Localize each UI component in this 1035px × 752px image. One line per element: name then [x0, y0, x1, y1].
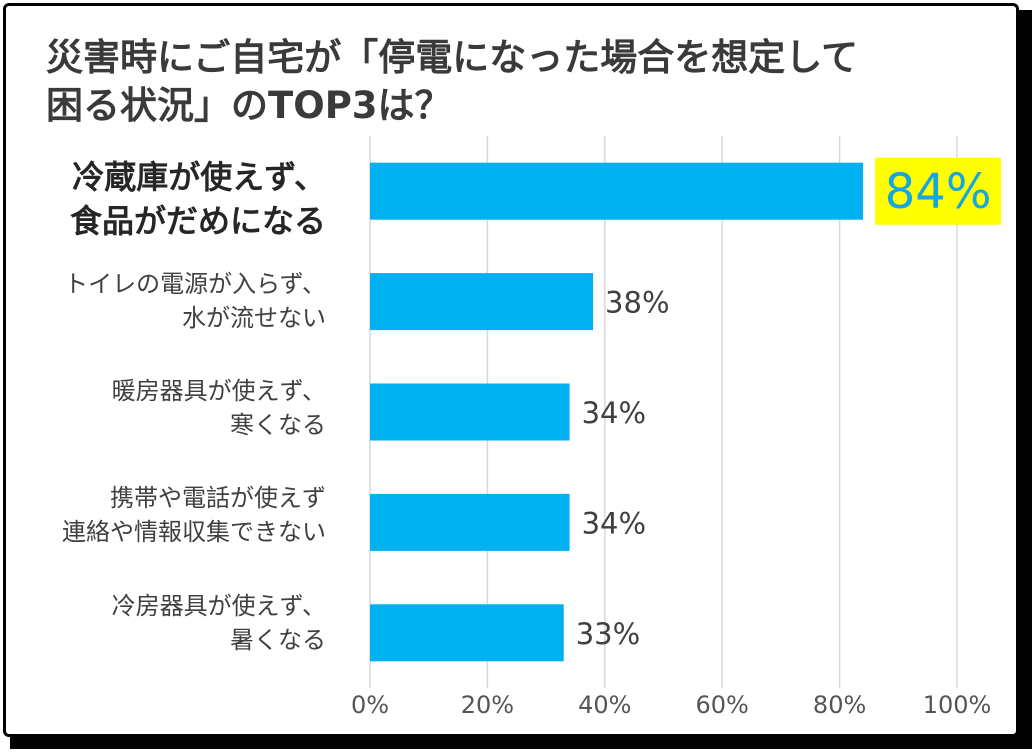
category-label-line-2: 連絡や情報収集できない	[62, 518, 326, 546]
chart-title-line-1: 災害時にご自宅が「停電になった場合を想定して	[46, 36, 859, 79]
x-tick-label: 80%	[813, 691, 866, 719]
data-label: 33%	[576, 617, 640, 651]
category-label: 暖房器具が使えず、 寒くなる	[6, 374, 326, 442]
data-label: 34%	[582, 396, 646, 430]
data-label: 38%	[605, 286, 669, 320]
category-label-line-2: 暑くなる	[230, 626, 326, 654]
bar	[370, 493, 570, 551]
x-tick-label: 0%	[351, 691, 389, 719]
data-label: 84%	[885, 164, 992, 220]
category-label-line-1: 冷蔵庫が使えず、	[72, 158, 326, 196]
x-tick-label: 40%	[578, 691, 631, 719]
bar	[370, 273, 594, 331]
bar	[370, 162, 864, 220]
x-tick-label: 100%	[923, 691, 992, 719]
bar	[370, 604, 564, 662]
category-label: 冷房器具が使えず、 暑くなる	[6, 589, 326, 657]
category-label-line-2: 寒くなる	[230, 411, 326, 439]
category-label-line-1: トイレの電源が入らず、	[64, 270, 326, 298]
data-label: 34%	[582, 506, 646, 540]
highlight-box	[875, 157, 1002, 225]
chart-title: 災害時にご自宅が「停電になった場合を想定して 困る状況」のTOP3は？	[46, 34, 946, 130]
bar-chart-plot: 0% 20% 40% 60% 80% 100% 84% 38% 34% 34% 33%	[351, 136, 1002, 719]
category-label: 冷蔵庫が使えず、 食品がだめになる	[6, 155, 326, 243]
x-tick-label: 60%	[696, 691, 749, 719]
category-label-line-2: 食品がだめになる	[69, 202, 326, 240]
category-label-line-1: 暖房器具が使えず、	[111, 377, 326, 405]
category-label-line-1: 冷房器具が使えず、	[111, 592, 326, 620]
category-label-line-1: 携帯や電話が使えず	[110, 484, 326, 512]
category-label: トイレの電源が入らず、 水が流せない	[6, 267, 326, 335]
category-label-line-2: 水が流せない	[182, 304, 326, 332]
chart-frame: 災害時にご自宅が「停電になった場合を想定して 困る状況」のTOP3は？ 冷蔵庫が…	[3, 3, 1019, 737]
bar	[370, 383, 570, 441]
chart-title-line-2: 困る状況」のTOP3は？	[46, 84, 452, 127]
category-label: 携帯や電話が使えず 連絡や情報収集できない	[6, 481, 326, 549]
x-tick-label: 20%	[461, 691, 514, 719]
